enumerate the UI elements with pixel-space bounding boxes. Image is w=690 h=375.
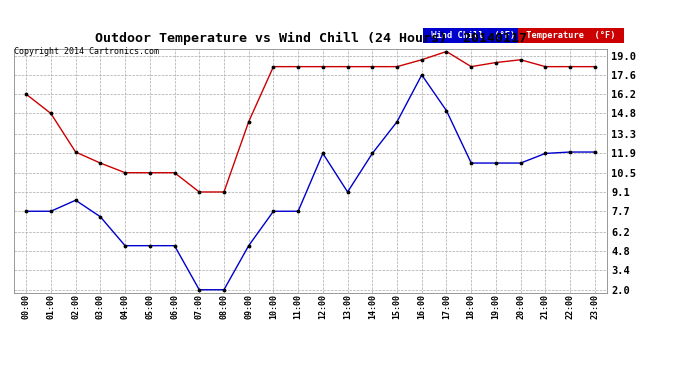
Text: Wind Chill  (°F): Wind Chill (°F) — [426, 31, 521, 40]
Text: Temperature  (°F): Temperature (°F) — [521, 31, 621, 40]
Title: Outdoor Temperature vs Wind Chill (24 Hours)  20140117: Outdoor Temperature vs Wind Chill (24 Ho… — [95, 32, 526, 45]
Text: Copyright 2014 Cartronics.com: Copyright 2014 Cartronics.com — [14, 47, 159, 56]
